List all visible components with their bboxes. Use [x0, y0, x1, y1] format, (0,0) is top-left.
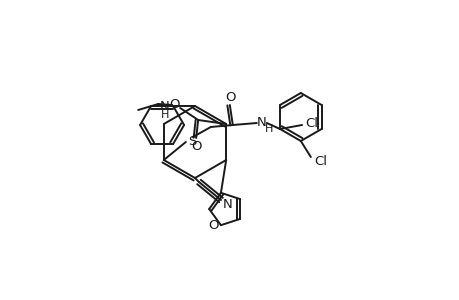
Text: O: O — [225, 91, 235, 103]
Text: H: H — [160, 110, 168, 120]
Text: S: S — [187, 134, 196, 148]
Text: O: O — [190, 140, 201, 152]
Text: H: H — [264, 124, 273, 134]
Text: Cl: Cl — [313, 154, 327, 167]
Text: N: N — [257, 116, 266, 128]
Text: N: N — [223, 199, 232, 212]
Text: N: N — [160, 100, 169, 112]
Text: O: O — [168, 98, 179, 110]
Text: Cl: Cl — [305, 116, 318, 130]
Text: O: O — [208, 219, 218, 232]
